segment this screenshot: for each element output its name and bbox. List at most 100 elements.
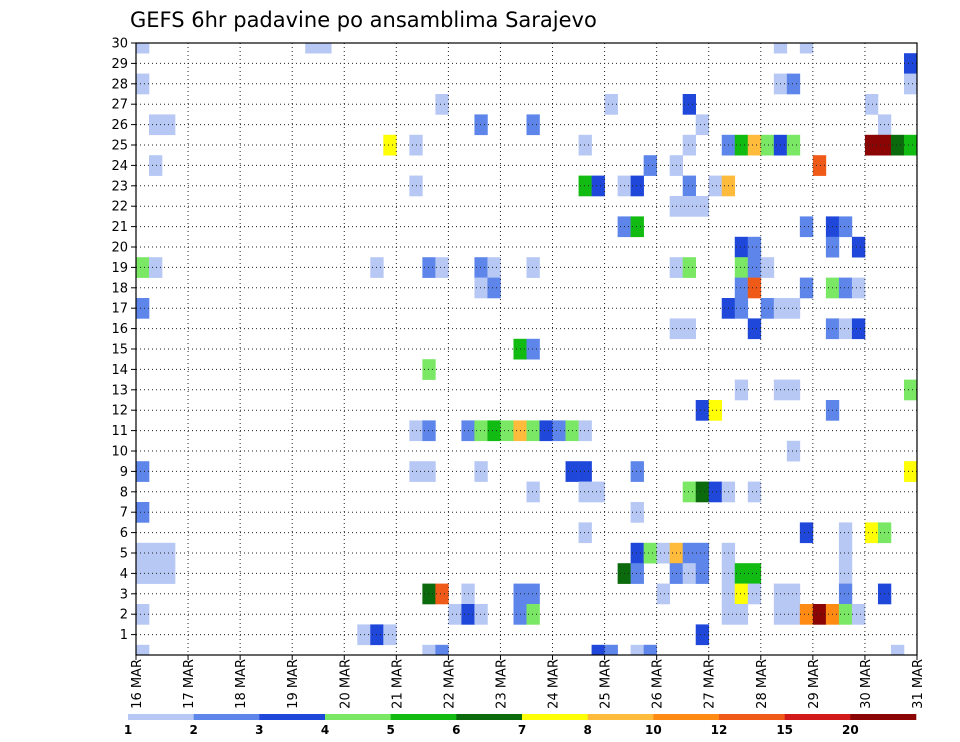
heat-cell bbox=[552, 420, 566, 442]
y-tick-label: 16 bbox=[111, 322, 128, 337]
x-tick-label: 24 MAR bbox=[547, 659, 562, 709]
heat-cell bbox=[682, 563, 697, 584]
heat-cell bbox=[682, 175, 697, 197]
heat-cell bbox=[695, 563, 710, 584]
heat-cell bbox=[799, 216, 814, 238]
x-tick-label: 16 MAR bbox=[130, 659, 145, 709]
heat-cell bbox=[578, 134, 592, 156]
heat-cell bbox=[682, 94, 697, 115]
y-tick-label: 15 bbox=[111, 343, 128, 358]
heat-cell bbox=[149, 155, 163, 176]
colorbar-swatch bbox=[653, 714, 720, 720]
heat-cell bbox=[383, 624, 397, 646]
heat-cell bbox=[695, 114, 710, 136]
heat-cell bbox=[136, 502, 150, 523]
y-axis: 1234567891011121314151617181920212223242… bbox=[111, 37, 136, 643]
heat-cell bbox=[799, 522, 814, 544]
heat-cell bbox=[747, 318, 762, 340]
heat-cell bbox=[578, 175, 592, 197]
colorbar-label: 8 bbox=[583, 723, 591, 737]
x-tick-label: 25 MAR bbox=[599, 659, 614, 709]
heat-cell bbox=[630, 461, 644, 482]
colorbar-swatch bbox=[850, 714, 917, 720]
heat-cell bbox=[799, 43, 814, 54]
heat-cell bbox=[838, 604, 853, 625]
heat-cell bbox=[682, 542, 697, 564]
heat-cell bbox=[734, 604, 749, 625]
heat-cell bbox=[422, 359, 436, 380]
heat-cell bbox=[526, 257, 540, 278]
heat-cell bbox=[630, 542, 644, 564]
heat-cell bbox=[786, 604, 801, 625]
colorbar-swatch bbox=[784, 714, 851, 720]
heat-cell bbox=[812, 155, 827, 176]
heat-cell bbox=[136, 563, 150, 584]
heat-cell bbox=[630, 216, 644, 238]
heat-cell bbox=[500, 420, 514, 442]
heat-cell bbox=[149, 563, 163, 584]
x-tick-label: 29 MAR bbox=[807, 659, 822, 709]
heat-cell bbox=[747, 134, 762, 156]
y-tick-label: 27 bbox=[111, 98, 128, 113]
y-tick-label: 21 bbox=[111, 220, 128, 235]
heat-cell bbox=[682, 257, 697, 278]
heat-cell bbox=[383, 134, 397, 156]
heat-cell bbox=[890, 134, 905, 156]
x-tick-label: 26 MAR bbox=[651, 659, 666, 709]
heat-cell bbox=[474, 114, 488, 136]
heat-cell bbox=[578, 481, 592, 503]
heat-cell bbox=[591, 644, 605, 656]
heat-cell bbox=[838, 542, 853, 564]
heat-cell bbox=[630, 502, 644, 523]
heat-cell bbox=[136, 43, 150, 54]
y-tick-label: 12 bbox=[111, 404, 128, 419]
heat-cell bbox=[474, 277, 488, 299]
colorbar-swatch bbox=[128, 714, 194, 720]
y-tick-label: 25 bbox=[111, 139, 128, 154]
heat-cell bbox=[526, 420, 540, 442]
y-tick-label: 6 bbox=[120, 526, 128, 541]
heat-cell bbox=[786, 440, 801, 462]
colorbar-label: 7 bbox=[518, 723, 526, 737]
y-tick-label: 17 bbox=[111, 302, 128, 317]
heat-cell bbox=[786, 134, 801, 156]
heat-cell bbox=[695, 542, 710, 564]
y-tick-label: 23 bbox=[111, 179, 128, 194]
colorbar-label: 4 bbox=[321, 723, 329, 737]
heat-cell bbox=[149, 542, 163, 564]
colorbar-label: 12 bbox=[711, 723, 728, 737]
heat-cell bbox=[799, 277, 814, 299]
heat-cell bbox=[747, 563, 762, 584]
heat-cell bbox=[630, 644, 644, 656]
heat-cell bbox=[734, 236, 749, 258]
heat-cell bbox=[578, 461, 592, 482]
x-tick-label: 21 MAR bbox=[390, 659, 405, 709]
colorbar-label: 5 bbox=[386, 723, 394, 737]
y-tick-label: 4 bbox=[120, 567, 128, 582]
x-tick-label: 22 MAR bbox=[442, 659, 457, 709]
heat-cell bbox=[136, 257, 150, 278]
heat-cell bbox=[890, 644, 905, 656]
x-tick-label: 27 MAR bbox=[703, 659, 718, 709]
heat-cell bbox=[318, 43, 332, 54]
heat-cell bbox=[422, 257, 436, 278]
y-tick-label: 8 bbox=[120, 485, 128, 500]
colorbar-swatch bbox=[325, 714, 391, 720]
y-tick-label: 26 bbox=[111, 118, 128, 133]
heat-cell bbox=[851, 236, 866, 258]
x-tick-label: 23 MAR bbox=[494, 659, 509, 709]
heat-cell bbox=[747, 236, 762, 258]
heat-cell bbox=[734, 298, 749, 319]
y-tick-label: 28 bbox=[111, 77, 128, 92]
heat-cell bbox=[786, 298, 801, 319]
colorbar-label: 10 bbox=[645, 723, 662, 737]
heat-cell bbox=[422, 644, 436, 656]
heat-cell bbox=[487, 420, 501, 442]
heat-cell bbox=[760, 257, 775, 278]
x-tick-label: 17 MAR bbox=[182, 659, 197, 709]
heat-cell bbox=[526, 114, 540, 136]
heat-cell bbox=[786, 583, 801, 605]
heat-cell bbox=[604, 94, 618, 115]
heat-cell bbox=[734, 277, 749, 299]
heat-cell bbox=[682, 134, 697, 156]
